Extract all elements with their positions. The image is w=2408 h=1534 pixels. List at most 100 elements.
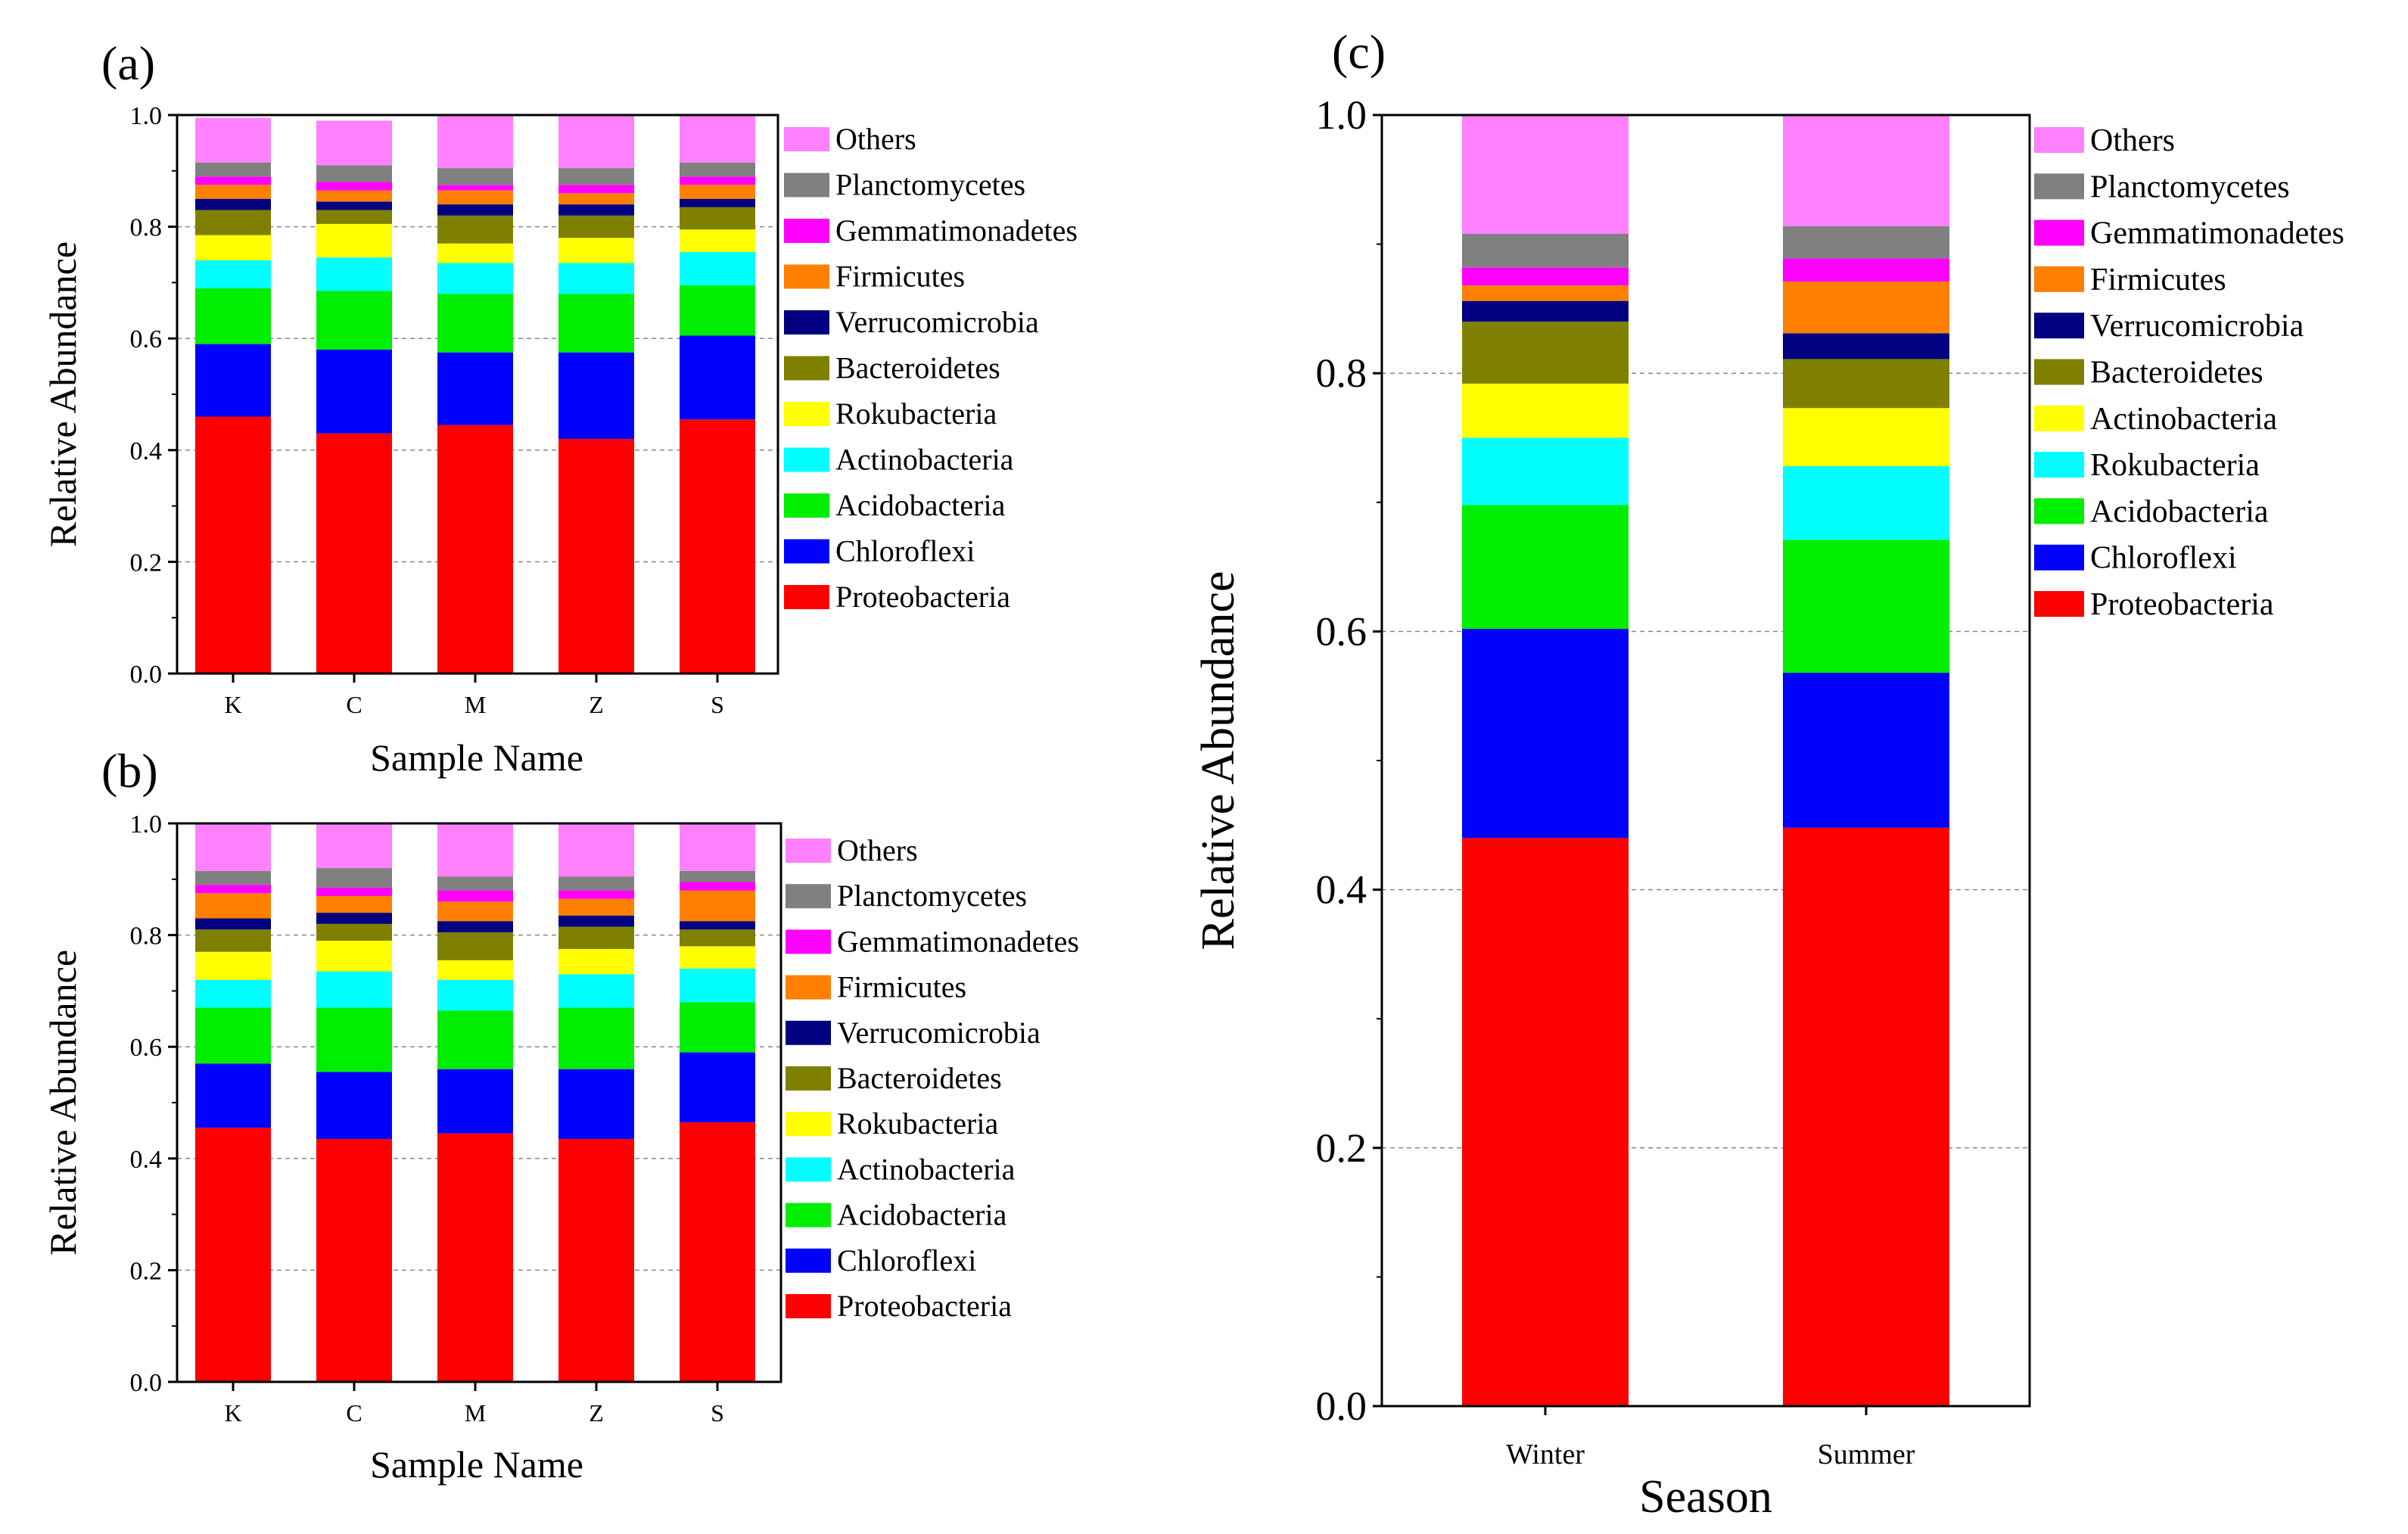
bar-segment-gemmatimonadetes xyxy=(195,885,271,894)
bar-segment-rokubacteria xyxy=(437,960,513,980)
bar-segment-chloroflexi xyxy=(558,352,634,440)
y-tick-label: 0.6 xyxy=(1316,608,1367,654)
bar-segment-actinobacteria xyxy=(1462,383,1629,438)
bar-segment-actinobacteria xyxy=(316,257,392,291)
bar-segment-firmicutes xyxy=(195,893,271,919)
legend-label-bacteroidetes: Bacteroidetes xyxy=(2090,356,2263,391)
y-tick-label: 0.4 xyxy=(1316,867,1367,913)
legend-label-chloroflexi: Chloroflexi xyxy=(837,1243,976,1277)
bar-segment-firmicutes xyxy=(558,193,634,205)
x-tick-label: M xyxy=(465,1399,486,1427)
bar-segment-actinobacteria xyxy=(1783,408,1949,467)
legend-label-planctomycetes: Planctomycetes xyxy=(835,168,1025,202)
bar-segment-proteobacteria xyxy=(1783,827,1949,1406)
bar-segment-firmicutes xyxy=(680,890,755,922)
bar-segment-acidobacteria xyxy=(437,1010,513,1069)
legend-swatch-actinobacteria xyxy=(786,1157,831,1182)
bar-segment-planctomycetes xyxy=(195,162,271,177)
bar-segment-gemmatimonadetes xyxy=(558,185,634,194)
bar-segment-actinobacteria xyxy=(316,971,392,1008)
bar-segment-proteobacteria xyxy=(1462,838,1629,1406)
bar-segment-gemmatimonadetes xyxy=(195,176,271,185)
legend-swatch-proteobacteria xyxy=(2034,591,2084,617)
bar-segment-others xyxy=(680,823,755,871)
x-tick-label: C xyxy=(346,1399,362,1427)
bar-segment-planctomycetes xyxy=(437,168,513,185)
legend-label-planctomycetes: Planctomycetes xyxy=(837,879,1027,913)
bar-segment-acidobacteria xyxy=(1783,540,1949,673)
bar-segment-firmicutes xyxy=(195,185,271,199)
legend-label-chloroflexi: Chloroflexi xyxy=(2090,541,2237,576)
legend-swatch-rokubacteria xyxy=(786,1112,831,1137)
bar-segment-chloroflexi xyxy=(316,1072,392,1139)
bar-segment-firmicutes xyxy=(558,898,634,916)
bar-segment-planctomycetes xyxy=(316,868,392,888)
bar-segment-others xyxy=(316,823,392,869)
bar-segment-planctomycetes xyxy=(195,870,271,885)
bar-segment-proteobacteria xyxy=(680,1122,755,1382)
legend-label-acidobacteria: Acidobacteria xyxy=(2090,494,2269,529)
y-tick-label: 1.0 xyxy=(130,811,163,839)
bar-segment-actinobacteria xyxy=(195,260,271,288)
bar-segment-bacteroidetes xyxy=(437,932,513,960)
bar-segment-rokubacteria xyxy=(1783,466,1949,540)
legend-swatch-proteobacteria xyxy=(784,585,829,609)
bar-segment-planctomycetes xyxy=(1462,233,1629,268)
bar-segment-bacteroidetes xyxy=(195,929,271,952)
legend-swatch-planctomycetes xyxy=(2034,173,2084,200)
legend-swatch-firmicutes xyxy=(2034,266,2084,292)
x-axis-title: Season xyxy=(1639,1471,1772,1523)
legend-swatch-planctomycetes xyxy=(786,884,831,909)
bar-segment-verrucomicrobia xyxy=(195,918,271,930)
y-tick-label: 0.2 xyxy=(130,549,163,577)
bar-segment-planctomycetes xyxy=(316,165,392,182)
panel-label: (b) xyxy=(101,744,158,798)
bar-segment-rokubacteria xyxy=(316,940,392,972)
legend-swatch-rokubacteria xyxy=(2034,452,2084,478)
y-axis-title: Relative Abundance xyxy=(42,950,84,1256)
legend-label-firmicutes: Firmicutes xyxy=(837,970,966,1004)
bar-segment-others xyxy=(558,823,634,877)
bar-segment-proteobacteria xyxy=(680,419,755,674)
bar-segment-proteobacteria xyxy=(195,1128,271,1382)
y-tick-label: 0.4 xyxy=(130,1146,163,1174)
legend-swatch-actinobacteria xyxy=(784,447,829,472)
y-axis-title: Relative Abundance xyxy=(42,241,84,547)
bar-segment-others xyxy=(437,115,513,169)
legend-label-others: Others xyxy=(837,833,918,867)
bar-segment-acidobacteria xyxy=(316,1007,392,1072)
bar-segment-gemmatimonadetes xyxy=(1462,267,1629,286)
bar-segment-chloroflexi xyxy=(437,352,513,425)
legend-label-acidobacteria: Acidobacteria xyxy=(835,488,1006,522)
x-tick-label: K xyxy=(224,691,241,718)
legend-swatch-bacteroidetes xyxy=(784,356,829,381)
bar-segment-chloroflexi xyxy=(680,335,755,420)
legend-label-rokubacteria: Rokubacteria xyxy=(835,397,997,431)
legend-label-gemmatimonadetes: Gemmatimonadetes xyxy=(837,924,1079,958)
bar-segment-verrucomicrobia xyxy=(437,921,513,932)
bar-segment-proteobacteria xyxy=(558,439,634,674)
bar-segment-chloroflexi xyxy=(558,1069,634,1139)
legend-swatch-bacteroidetes xyxy=(786,1066,831,1091)
y-tick-label: 1.0 xyxy=(1316,92,1367,138)
bar-segment-chloroflexi xyxy=(1783,672,1949,828)
bar-segment-gemmatimonadetes xyxy=(558,890,634,899)
bar-segment-gemmatimonadetes xyxy=(316,182,392,191)
x-tick-label: C xyxy=(346,691,362,718)
legend-label-proteobacteria: Proteobacteria xyxy=(835,580,1010,614)
bar-segment-rokubacteria xyxy=(680,229,755,252)
x-tick-label: Z xyxy=(589,691,604,718)
bar-segment-planctomycetes xyxy=(680,870,755,882)
bar-segment-acidobacteria xyxy=(680,285,755,336)
y-tick-label: 0.0 xyxy=(1316,1383,1367,1429)
bar-segment-actinobacteria xyxy=(195,979,271,1008)
x-tick-label: Summer xyxy=(1818,1439,1915,1470)
bar-segment-rokubacteria xyxy=(437,243,513,263)
legend-swatch-others xyxy=(784,127,829,151)
legend-swatch-gemmatimonadetes xyxy=(2034,219,2084,246)
bar-segment-proteobacteria xyxy=(316,433,392,674)
bar-segment-bacteroidetes xyxy=(195,210,271,235)
bar-segment-planctomycetes xyxy=(437,876,513,891)
bar-segment-acidobacteria xyxy=(558,1007,634,1069)
